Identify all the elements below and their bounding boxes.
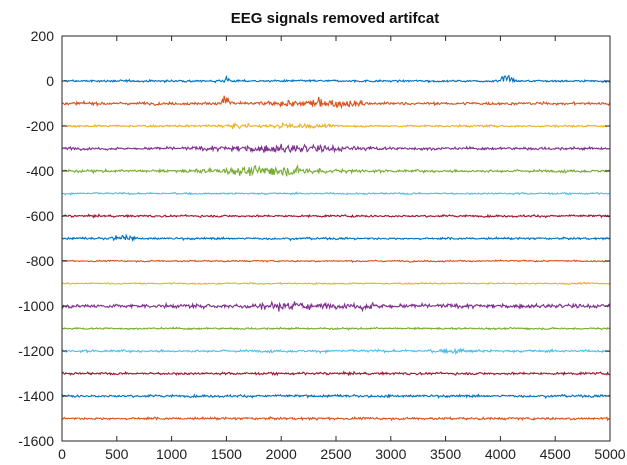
axes-layer: 0 500 1000 1500 2000 2500 3000 3500 4000 4500 5000… [18,28,626,462]
series-line-3 [61,121,611,130]
y-tick-label: -600 [26,208,54,224]
series-line-12 [61,326,611,331]
x-tick-label: 500 [105,446,129,462]
series-line-16 [61,415,611,422]
x-tick-label: 4500 [540,446,571,462]
y-tick-label: 200 [31,28,55,44]
y-tick-label: -800 [26,253,54,269]
y-tick-label: -1000 [18,298,54,314]
x-tick-label: 1000 [156,446,187,462]
y-tick-label: -1600 [18,433,54,449]
x-tick-label: 3500 [430,446,461,462]
x-tick-label: 1500 [211,446,242,462]
y-tick-label: -400 [26,163,54,179]
x-tick-label: 3000 [375,446,406,462]
series-line-4 [61,143,611,154]
y-tick-label: -1200 [18,343,54,359]
series-line-9 [61,259,611,263]
x-tick-label: 5000 [594,446,625,462]
series-line-14 [61,370,611,377]
series-line-13 [61,347,611,356]
series-line-15 [61,393,611,400]
series-line-10 [61,281,611,286]
series-line-7 [61,213,611,219]
series-line-6 [61,191,611,196]
y-tick-label: -200 [26,118,54,134]
y-tick-label: 0 [46,73,54,89]
series-line-8 [61,233,611,242]
series-line-1 [61,74,611,84]
series-line-5 [61,164,611,177]
series-layer [61,74,611,422]
x-tick-label: 2500 [320,446,351,462]
series-line-11 [61,300,611,313]
x-tick-label: 4000 [485,446,516,462]
x-tick-label: 0 [58,446,66,462]
series-line-2 [61,95,611,110]
x-tick-label: 2000 [266,446,297,462]
chart-title: EEG signals removed artifcat [231,10,439,27]
y-tick-label: -1400 [18,388,54,404]
